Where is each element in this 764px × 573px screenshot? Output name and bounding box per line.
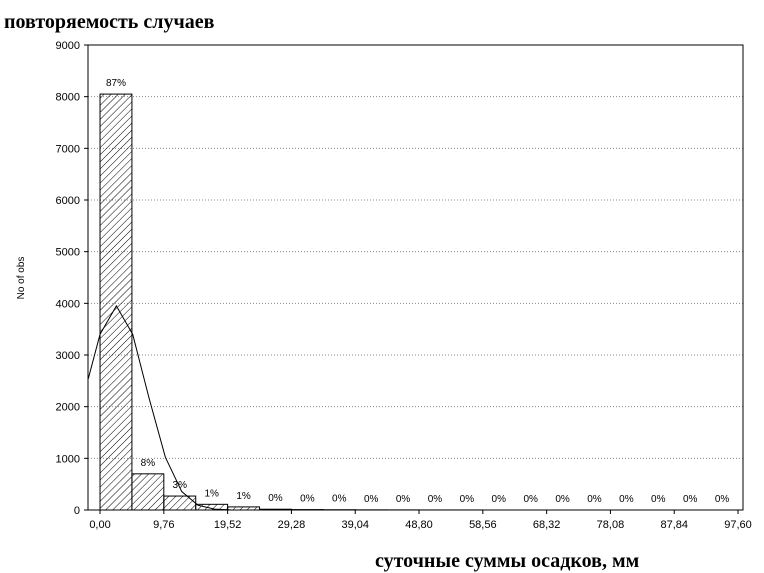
bar-label: 1% [236,491,251,502]
fit-curve [87,304,231,511]
bar-label: 0% [619,494,634,505]
y-tick-label: 3000 [56,350,80,362]
bar-label: 0% [587,494,602,505]
bar-label: 0% [651,494,666,505]
bar [163,495,197,511]
x-tick-label: 68,32 [533,519,561,531]
x-tick-label: 29,28 [278,519,306,531]
bar-label: 0% [555,494,570,505]
bar-label: 1% [204,488,219,499]
y-tick-label: 7000 [56,143,80,155]
bar-label: 0% [300,494,315,505]
bar-label: 3% [173,480,188,491]
bar-label: 0% [364,494,379,505]
x-tick-label: 48,80 [405,519,433,531]
x-tick-label: 0,00 [89,519,110,531]
y-tick-label: 6000 [56,195,80,207]
chart-title: повторяемость случаев [4,11,215,33]
y-tick-label: 0 [74,505,80,517]
bar-label: 0% [268,493,283,504]
y-tick-label: 2000 [56,402,80,414]
bar-label: 87% [106,78,126,89]
x-tick-label: 87,84 [660,519,688,531]
y-axis-label: No of obs [16,257,27,300]
x-tick-label: 78,08 [597,519,625,531]
x-tick-label: 58,56 [469,519,497,531]
y-tick-label: 5000 [56,247,80,259]
x-tick-label: 39,04 [341,519,369,531]
bar [99,93,133,511]
y-tick-label: 4000 [56,298,80,310]
bar-label: 0% [683,494,698,505]
bar-label: 0% [396,494,411,505]
bar-label: 8% [141,458,156,469]
y-tick-label: 8000 [56,92,80,104]
bar-label: 0% [332,494,347,505]
bar-label: 0% [492,494,507,505]
y-tick-label: 9000 [56,40,80,52]
bar-label: 0% [428,494,443,505]
plot-frame [87,44,744,511]
y-tick-label: 1000 [56,453,80,465]
x-axis-label: суточные суммы осадков, мм [375,550,639,572]
x-tick-label: 9,76 [153,519,174,531]
bar-label: 0% [523,494,538,505]
bar [131,473,165,511]
bar-label: 0% [460,494,475,505]
bar-label: 0% [715,494,730,505]
x-tick-label: 19,52 [214,519,242,531]
x-tick-label: 97,60 [724,519,752,531]
